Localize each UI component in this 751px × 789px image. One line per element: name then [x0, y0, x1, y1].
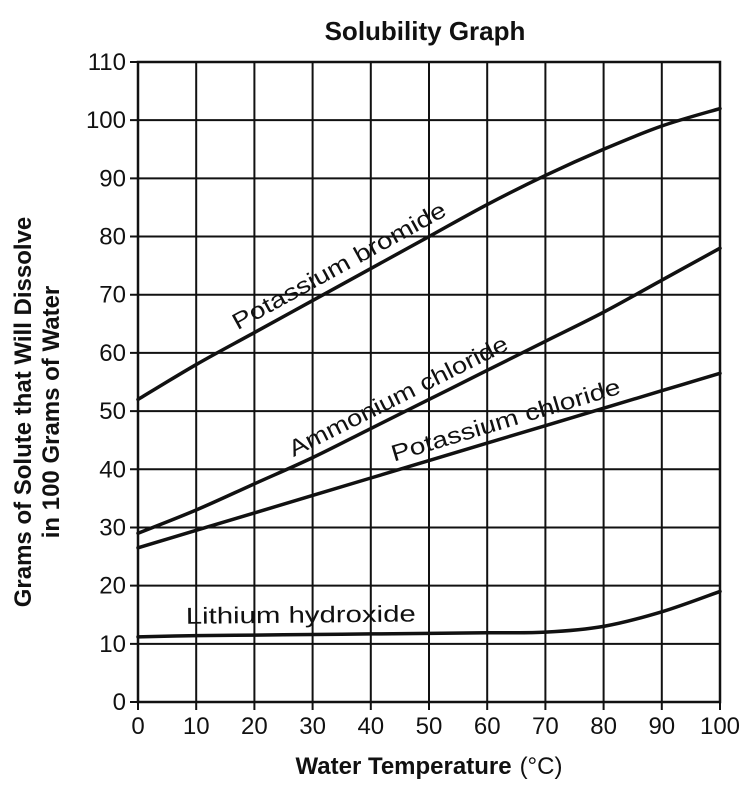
series-label-group: Potassium bromide: [227, 196, 450, 334]
x-tick-label: 70: [532, 713, 559, 740]
y-tick-label: 40: [99, 456, 126, 483]
x-tick-label: 90: [648, 713, 675, 740]
grid: [130, 60, 722, 710]
y-axis-title-line1: Grams of Solute that Will Dissolve: [10, 217, 37, 608]
y-tick-label: 10: [99, 631, 126, 658]
y-tick-label: 60: [99, 340, 126, 367]
y-tick-label: 0: [113, 689, 126, 716]
series-line-potassium-bromide: [136, 106, 722, 402]
y-tick-label: 110: [88, 49, 126, 76]
series-lines: [136, 106, 722, 639]
x-tick-label: 20: [241, 713, 268, 740]
series-label-potassium-bromide: Potassium bromide: [227, 196, 450, 334]
series-label-group: Lithium hydroxide: [186, 600, 416, 628]
y-tick-label: 30: [99, 514, 126, 541]
x-axis-title: Water Temperature (°C): [296, 753, 563, 780]
x-tick-label: 60: [474, 713, 501, 740]
y-tick-label: 100: [86, 107, 126, 134]
x-tick-label: 50: [416, 713, 443, 740]
plot-frame: [136, 60, 722, 704]
x-tick-label: 10: [183, 713, 210, 740]
y-tick-label: 20: [99, 573, 126, 600]
x-tick-label: 0: [131, 713, 144, 740]
x-tick-label: 100: [700, 713, 740, 740]
series-label-lithium-hydroxide: Lithium hydroxide: [186, 600, 416, 628]
y-axis-title-line2: in 100 Grams of Water: [38, 286, 65, 539]
y-tick-label: 90: [99, 165, 126, 192]
x-tick-label: 30: [299, 713, 326, 740]
y-axis-title: Grams of Solute that Will Dissolve in 10…: [10, 217, 65, 608]
y-tick-label: 50: [99, 398, 126, 425]
y-tick-label: 70: [99, 282, 126, 309]
series-line-potassium-chloride: [136, 371, 722, 550]
series-line-lithium-hydroxide: [136, 589, 722, 639]
series-line-ammonium-chloride: [136, 246, 722, 536]
y-tick-label: 80: [99, 224, 126, 251]
x-axis-title-text: Water Temperature: [296, 753, 512, 780]
chart-title: Solubility Graph: [325, 16, 526, 46]
x-tick-label: 40: [357, 713, 384, 740]
x-axis-unit: (°C): [520, 753, 563, 780]
x-tick-label: 80: [590, 713, 617, 740]
tick-labels: 0 10 20 30 40 50 60 70 80 90 100 0 10 20 30 40 50 60 70 80 9…: [86, 49, 740, 740]
